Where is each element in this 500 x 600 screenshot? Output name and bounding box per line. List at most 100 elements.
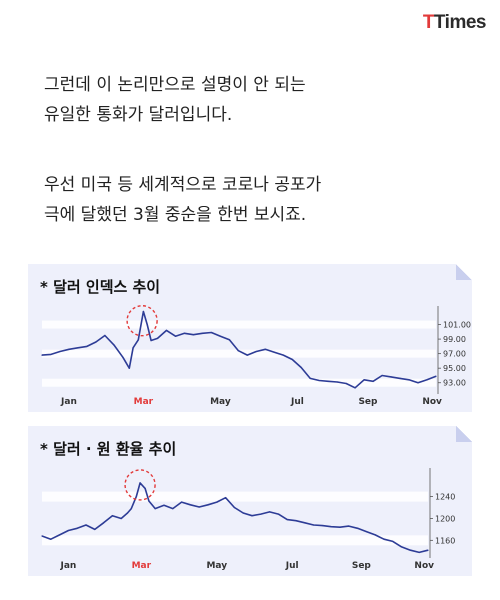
- data-point: [321, 524, 323, 527]
- x-tick-label: Jul: [290, 397, 304, 407]
- y-tick-label: 1160: [435, 536, 455, 545]
- data-point: [242, 512, 244, 514]
- data-point: [409, 549, 411, 551]
- brand-logo: TTimes: [422, 12, 487, 34]
- x-tick-label: May: [206, 561, 227, 571]
- data-point: [417, 382, 419, 384]
- data-point: [327, 380, 329, 382]
- data-point: [201, 332, 204, 334]
- y-tick-label: 1240: [435, 493, 455, 502]
- data-point: [237, 350, 239, 352]
- grid-band: [42, 535, 428, 546]
- data-point: [260, 513, 262, 515]
- data-point: [172, 508, 174, 510]
- data-point: [418, 551, 420, 553]
- data-point: [268, 511, 271, 513]
- data-point: [113, 344, 115, 346]
- data-point: [354, 387, 356, 389]
- series-line: [41, 482, 429, 554]
- data-point: [383, 538, 385, 540]
- x-tick-label: Nov: [422, 397, 442, 407]
- data-point: [86, 345, 88, 347]
- dollar-index-card: * 달러 인덱스 추이 101.00 99.00 97.00 95.00 93.00 Ja…: [28, 264, 472, 412]
- data-point: [192, 334, 195, 336]
- data-point: [41, 354, 43, 356]
- x-tick-label: Nov: [414, 561, 434, 571]
- y-tick-label: 101.00: [443, 321, 471, 330]
- usd-krw-chart: 1240 1200 1160 Jan Mar May Jul Sep Nov: [41, 468, 455, 571]
- data-point: [68, 348, 70, 350]
- x-tick-label: Mar: [132, 561, 152, 571]
- data-point: [189, 504, 191, 506]
- data-point: [120, 517, 122, 520]
- paragraph-line: 유일한 통화가 달러입니다.: [44, 105, 233, 125]
- y-tick-label: 97.00: [443, 350, 466, 359]
- data-point: [348, 525, 350, 527]
- x-tick-label: Jan: [59, 561, 76, 571]
- data-point: [41, 535, 43, 537]
- data-point: [312, 524, 315, 526]
- data-point: [291, 358, 293, 361]
- x-tick-label: Jul: [285, 561, 299, 571]
- data-point: [94, 528, 96, 530]
- x-tick-label: Mar: [134, 397, 154, 407]
- data-point: [59, 350, 61, 353]
- data-point: [381, 374, 383, 377]
- data-point: [59, 534, 61, 536]
- data-point: [400, 546, 403, 548]
- chart-title: * 달러 · 원 환율 추이: [40, 440, 177, 458]
- peak-highlight-circle: [124, 469, 156, 501]
- paragraph-2: 우선 미국 등 세계적으로 코로나 공포가 극에 달했던 3월 중순을 한번 보…: [44, 170, 464, 230]
- data-point: [146, 323, 148, 326]
- usd-krw-card: * 달러 · 원 환율 추이 1240 1200 1160 Jan Mar May Jul S…: [28, 426, 472, 576]
- paragraph-1: 그런데 이 논리만으로 설명이 안 되는 유일한 통화가 달러입니다.: [44, 70, 464, 130]
- data-point: [148, 500, 150, 502]
- chart-title: * 달러 인덱스 추이: [40, 278, 161, 296]
- paragraph-line: 우선 미국 등 세계적으로 코로나 공포가: [44, 175, 322, 195]
- data-point: [144, 487, 146, 489]
- page-fold-decoration: [456, 264, 472, 280]
- logo-t: T: [422, 12, 435, 33]
- x-tick-label: Sep: [358, 397, 378, 407]
- x-tick-label: May: [210, 397, 231, 407]
- data-point: [126, 512, 129, 514]
- y-tick-label: 1200: [435, 514, 455, 523]
- data-point: [390, 376, 392, 378]
- data-point: [295, 520, 297, 522]
- data-point: [246, 354, 248, 356]
- data-point: [85, 524, 87, 526]
- paragraph-line: 극에 달했던 3월 중순을 한번 보시죠.: [44, 205, 307, 225]
- data-point: [282, 354, 284, 356]
- data-point: [156, 337, 159, 339]
- data-point: [309, 377, 311, 379]
- page-fold-decoration: [456, 426, 472, 442]
- data-point: [165, 329, 168, 331]
- data-point: [372, 380, 374, 382]
- data-point: [111, 515, 114, 517]
- data-point: [228, 339, 230, 341]
- data-point: [374, 534, 376, 536]
- data-point: [408, 379, 410, 381]
- logo-text: Times: [433, 12, 487, 33]
- data-point: [95, 341, 97, 343]
- data-point: [139, 482, 141, 484]
- data-point: [183, 332, 186, 334]
- data-point: [363, 379, 365, 381]
- paragraph-line: 그런데 이 논리만으로 설명이 안 되는: [44, 75, 306, 95]
- data-point: [255, 350, 257, 353]
- data-point: [277, 513, 279, 515]
- y-tick-label: 95.00: [443, 364, 466, 373]
- x-tick-label: Sep: [352, 561, 372, 571]
- data-point: [103, 522, 105, 524]
- y-tick-label: 99.00: [443, 335, 466, 344]
- data-point: [339, 526, 341, 528]
- grid-band: [42, 349, 436, 358]
- data-point: [135, 496, 137, 498]
- data-point: [210, 331, 213, 334]
- data-point: [224, 497, 227, 499]
- data-point: [163, 504, 165, 506]
- data-point: [76, 527, 78, 529]
- data-point: [142, 310, 144, 313]
- data-point: [130, 508, 132, 510]
- data-point: [150, 339, 152, 342]
